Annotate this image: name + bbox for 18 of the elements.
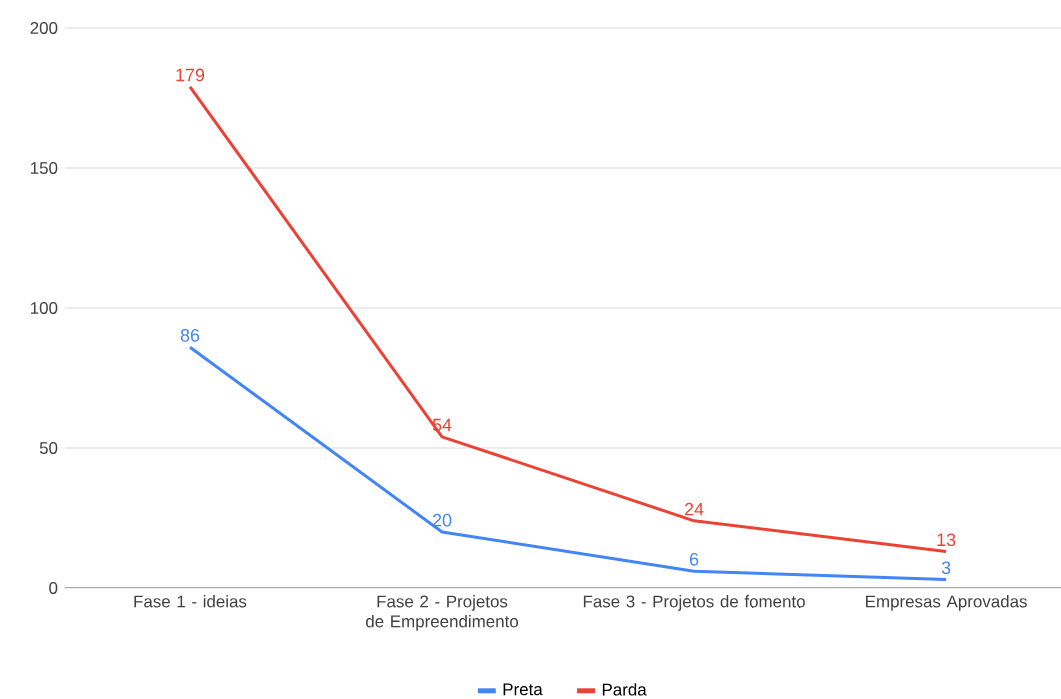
data-label: 179 — [176, 68, 205, 82]
data-label: 6 — [689, 553, 699, 566]
data-label: 20 — [432, 513, 452, 527]
data-label: 24 — [685, 502, 704, 516]
y-tick-label: 50 — [39, 442, 58, 454]
x-tick-label: Fase 3 - Projetos de fomento — [583, 595, 805, 611]
legend-label: Parda — [602, 683, 647, 696]
y-tick-label: 0 — [49, 582, 58, 594]
y-tick-label: 200 — [30, 22, 58, 34]
data-label: 3 — [941, 561, 951, 575]
data-label: 86 — [180, 329, 200, 342]
x-tick-label: Fase 1 - ideias — [134, 595, 247, 608]
x-tick-label: Empresas Aprovadas — [866, 595, 1027, 611]
y-tick-label: 150 — [30, 162, 58, 174]
data-label: 13 — [937, 533, 956, 547]
x-tick-label: Fase 2 - Projetos de Empreendimento — [366, 595, 519, 631]
y-tick-label: 100 — [30, 302, 58, 314]
legend-label: Preta — [503, 683, 543, 696]
